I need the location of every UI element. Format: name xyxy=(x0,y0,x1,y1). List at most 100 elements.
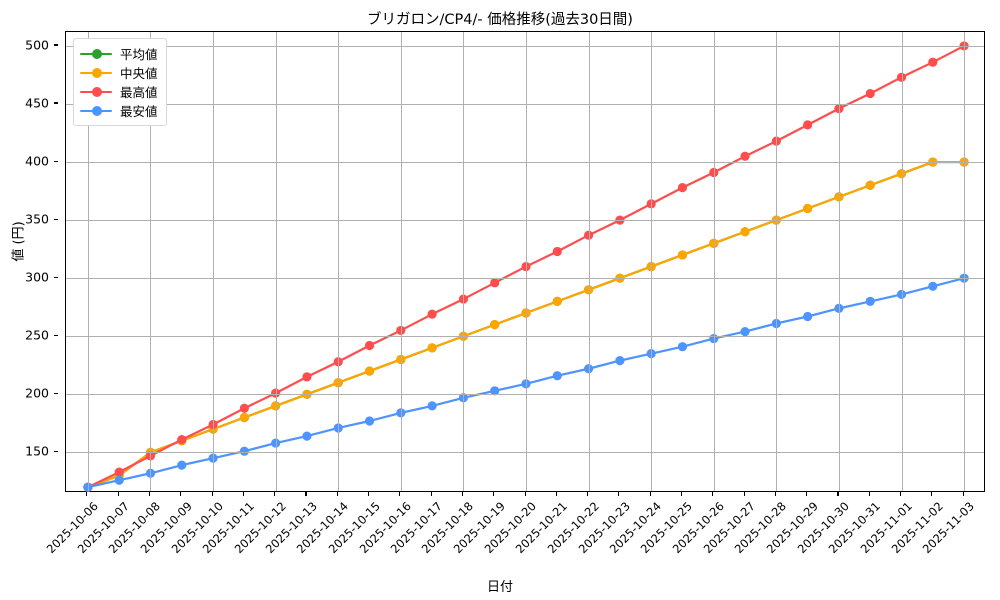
y-axis-tick-mark xyxy=(54,334,58,336)
data-point-marker xyxy=(364,366,375,376)
data-point-marker xyxy=(114,467,124,477)
x-axis-tick-mark xyxy=(86,492,88,496)
data-point-marker xyxy=(928,57,938,67)
x-axis-tick-mark xyxy=(900,492,902,496)
data-point-marker xyxy=(677,250,688,260)
x-axis-tick-mark xyxy=(524,492,526,496)
x-axis-tick-mark xyxy=(461,492,463,496)
data-point-marker xyxy=(677,183,688,193)
data-point-marker xyxy=(803,311,813,322)
data-point-marker xyxy=(740,151,750,161)
x-axis-tick-mark xyxy=(868,492,870,496)
legend-swatch-icon xyxy=(80,66,112,80)
legend-swatch-icon xyxy=(80,104,112,118)
x-axis-tick-mark xyxy=(117,492,119,496)
data-point-marker xyxy=(490,320,500,330)
x-axis-tick-labels: 2025-10-06 2025-10-07 2025-10-08 2025-10-09… xyxy=(44,492,985,600)
legend-item-1[interactable]: 中央値 xyxy=(80,63,158,82)
x-axis-tick-mark xyxy=(368,492,370,496)
data-point-marker xyxy=(677,342,688,352)
legend-marker-dot-icon xyxy=(92,48,102,59)
data-point-marker xyxy=(615,356,625,366)
data-point-marker xyxy=(239,403,249,413)
y-axis-tick-mark xyxy=(54,450,58,452)
gridline-vertical xyxy=(150,32,152,491)
data-point-marker xyxy=(427,309,437,319)
legend-swatch-icon xyxy=(80,85,112,99)
data-point-marker xyxy=(302,372,312,382)
gridline-vertical xyxy=(213,32,215,491)
gridline-vertical xyxy=(964,32,966,491)
y-axis-tick-label: 300 xyxy=(25,269,49,285)
y-axis-label: 値 (円) xyxy=(11,221,27,262)
y-axis-tick-mark xyxy=(54,276,58,278)
x-axis-tick-mark xyxy=(587,492,589,496)
gridline-horizontal xyxy=(66,220,984,222)
data-point-marker xyxy=(928,281,938,291)
x-axis-tick-mark xyxy=(493,492,495,496)
data-point-marker xyxy=(490,386,500,396)
data-point-marker xyxy=(865,88,875,99)
gridline-vertical xyxy=(838,32,840,491)
x-axis-tick-mark xyxy=(774,492,776,496)
legend-label: 最安値 xyxy=(120,104,158,119)
legend-item-3[interactable]: 最安値 xyxy=(80,101,158,120)
y-axis-tick-label: 400 xyxy=(25,153,49,169)
gridline-horizontal xyxy=(66,162,984,164)
gridline-vertical xyxy=(275,32,277,491)
x-axis-tick-mark xyxy=(305,492,307,496)
x-axis-tick-mark xyxy=(430,492,432,496)
data-point-marker xyxy=(239,446,249,456)
x-axis-tick-mark xyxy=(336,492,338,496)
gridline-vertical xyxy=(526,32,527,491)
gridline-vertical xyxy=(588,32,590,491)
y-axis-tick-label: 350 xyxy=(25,211,49,227)
gridline-vertical xyxy=(338,32,340,491)
data-point-marker xyxy=(740,326,750,337)
data-point-marker xyxy=(177,460,187,470)
x-axis-tick-mark xyxy=(712,492,714,496)
data-point-marker xyxy=(552,246,562,257)
gridline-horizontal xyxy=(66,452,984,454)
legend-label: 最高値 xyxy=(120,85,158,100)
legend-label: 平均値 xyxy=(120,47,158,62)
data-point-marker xyxy=(302,431,312,441)
data-point-marker xyxy=(803,120,813,130)
plot-area xyxy=(65,31,985,492)
x-axis-tick-mark xyxy=(242,492,244,496)
y-axis-tick-mark xyxy=(54,218,58,220)
gridline-horizontal xyxy=(66,394,984,396)
data-point-marker xyxy=(239,412,249,423)
x-axis-tick-mark xyxy=(806,492,808,496)
gridline-vertical xyxy=(651,32,653,491)
chart-title: ブリガロン/CP4/- 価格推移(過去30日間) xyxy=(367,12,633,28)
y-axis-tick-mark xyxy=(54,102,58,104)
x-axis-tick-mark xyxy=(618,492,620,496)
data-point-marker xyxy=(803,203,813,214)
data-point-marker xyxy=(740,227,750,237)
x-axis-tick-mark xyxy=(555,492,557,496)
gridline-horizontal xyxy=(66,45,984,47)
legend-item-2[interactable]: 最高値 xyxy=(80,82,158,101)
data-point-marker xyxy=(865,296,875,306)
x-axis-tick-mark xyxy=(931,492,933,496)
data-point-marker xyxy=(552,371,562,381)
data-point-marker xyxy=(177,434,187,445)
data-point-marker xyxy=(552,296,562,306)
x-axis-tick-mark xyxy=(180,492,182,496)
y-axis-tick-label: 150 xyxy=(25,443,49,459)
data-point-marker xyxy=(427,343,437,353)
x-axis-tick-mark xyxy=(649,492,651,496)
gridline-horizontal xyxy=(66,278,984,280)
gridline-vertical xyxy=(400,32,402,491)
gridline-vertical xyxy=(463,32,465,491)
gridline-horizontal xyxy=(66,336,984,338)
data-point-marker xyxy=(865,180,875,190)
x-axis-tick-mark xyxy=(680,492,683,496)
gridline-vertical xyxy=(713,32,715,491)
legend-marker-dot-icon xyxy=(92,105,102,116)
x-axis-tick-mark xyxy=(211,492,213,496)
legend-item-0[interactable]: 平均値 xyxy=(80,44,158,63)
chart-legend: 平均値 中央値最高値最安値 xyxy=(73,38,167,126)
